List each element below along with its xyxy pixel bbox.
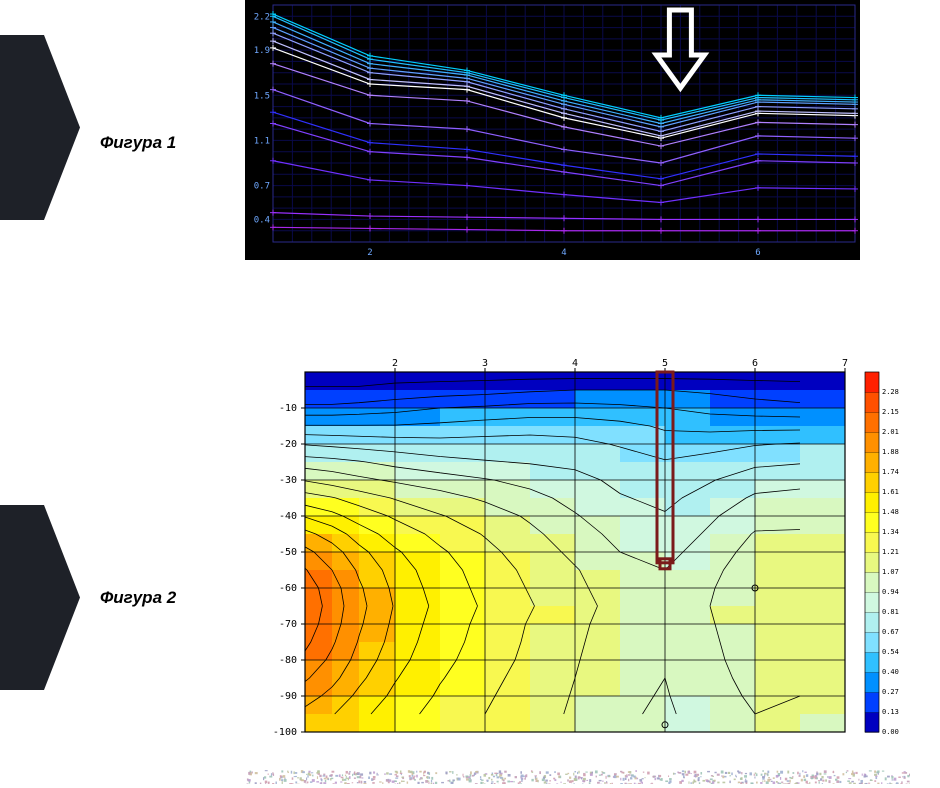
svg-text:1.1: 1.1	[254, 136, 270, 146]
svg-text:1.07: 1.07	[882, 568, 899, 576]
figure-2-label: Фигура 2	[100, 588, 176, 608]
svg-text:7: 7	[842, 358, 848, 369]
svg-text:1.34: 1.34	[882, 528, 899, 536]
svg-text:6: 6	[755, 248, 760, 258]
svg-text:-60: -60	[279, 583, 297, 594]
svg-text:0.54: 0.54	[882, 648, 899, 656]
svg-text:2: 2	[392, 358, 398, 369]
svg-text:-20: -20	[279, 439, 297, 450]
figure-1-label: Фигура 1	[100, 133, 176, 153]
contour-chart: 2 3 4 5 6 7 -10 -20 -30 -40 -50 -60 -70 -80 -90 -100 0.0…	[245, 350, 910, 750]
svg-text:0.4: 0.4	[254, 215, 270, 225]
svg-text:6: 6	[752, 358, 758, 369]
svg-text:-80: -80	[279, 655, 297, 666]
arrow-block-1	[0, 35, 80, 220]
svg-text:0.40: 0.40	[882, 668, 899, 676]
svg-text:1.61: 1.61	[882, 488, 899, 496]
svg-text:0.00: 0.00	[882, 728, 899, 736]
svg-text:0.81: 0.81	[882, 608, 899, 616]
svg-text:5: 5	[662, 358, 668, 369]
svg-text:-70: -70	[279, 619, 297, 630]
svg-text:1.5: 1.5	[254, 91, 270, 101]
svg-text:2.28: 2.28	[882, 388, 899, 396]
svg-text:2.2: 2.2	[254, 12, 270, 22]
svg-text:-90: -90	[279, 691, 297, 702]
svg-text:0.94: 0.94	[882, 588, 899, 596]
svg-text:1.48: 1.48	[882, 508, 899, 516]
svg-text:-40: -40	[279, 511, 297, 522]
svg-text:-50: -50	[279, 547, 297, 558]
svg-text:-100: -100	[273, 727, 297, 738]
arrow-block-2	[0, 505, 80, 690]
svg-text:0.27: 0.27	[882, 688, 899, 696]
svg-text:1.88: 1.88	[882, 448, 899, 456]
svg-text:-30: -30	[279, 475, 297, 486]
svg-text:1.21: 1.21	[882, 548, 899, 556]
svg-text:2.01: 2.01	[882, 428, 899, 436]
svg-text:1.74: 1.74	[882, 468, 899, 476]
svg-text:0.7: 0.7	[254, 182, 270, 192]
svg-text:4: 4	[572, 358, 578, 369]
svg-text:0.67: 0.67	[882, 628, 899, 636]
line-chart: 0.4 0.7 1.1 1.5 1.9 2.2 2 4 6	[245, 0, 860, 260]
svg-text:1.9: 1.9	[254, 46, 270, 56]
svg-text:0.13: 0.13	[882, 708, 899, 716]
svg-text:-10: -10	[279, 403, 297, 414]
svg-text:2: 2	[367, 248, 372, 258]
noise-strip	[245, 770, 910, 784]
svg-text:3: 3	[482, 358, 488, 369]
svg-text:2.15: 2.15	[882, 408, 899, 416]
svg-text:4: 4	[561, 248, 566, 258]
